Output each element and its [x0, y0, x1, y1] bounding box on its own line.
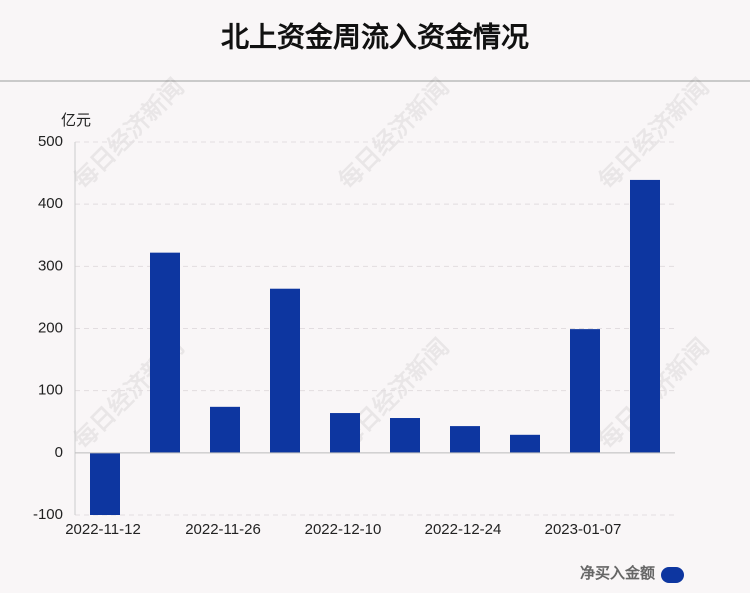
x-tick-label: 2022-12-10	[305, 521, 382, 538]
y-tick-label: 300	[38, 257, 63, 274]
watermark: 每日经济新闻	[333, 73, 455, 195]
y-tick-label: -100	[33, 506, 63, 523]
y-axis-label: 亿元	[61, 112, 91, 129]
bar	[330, 413, 360, 453]
bar	[450, 426, 480, 453]
y-tick-label: 0	[55, 444, 63, 461]
x-tick-label: 2022-12-24	[425, 521, 502, 538]
y-tick-label: 400	[38, 195, 63, 212]
watermark: 每日经济新闻	[593, 73, 715, 195]
bar	[570, 329, 600, 453]
x-tick-label: 2022-11-12	[65, 521, 141, 538]
legend-swatch	[661, 567, 684, 583]
bar	[270, 288, 300, 453]
watermark: 每日经济新闻	[68, 73, 190, 195]
bar	[150, 252, 180, 453]
chart-title: 北上资金周流入资金情况	[221, 20, 529, 52]
bar	[210, 406, 240, 453]
bar	[90, 452, 120, 515]
bar	[390, 418, 420, 453]
x-tick-label: 2022-11-26	[185, 521, 261, 538]
x-tick-label: 2023-01-07	[545, 521, 622, 538]
bar	[630, 179, 660, 453]
y-tick-label: 200	[38, 319, 63, 336]
bar	[510, 434, 540, 453]
y-tick-label: 100	[38, 382, 63, 399]
y-tick-label: 500	[38, 133, 63, 150]
legend-label: 净买入金额	[580, 564, 655, 582]
